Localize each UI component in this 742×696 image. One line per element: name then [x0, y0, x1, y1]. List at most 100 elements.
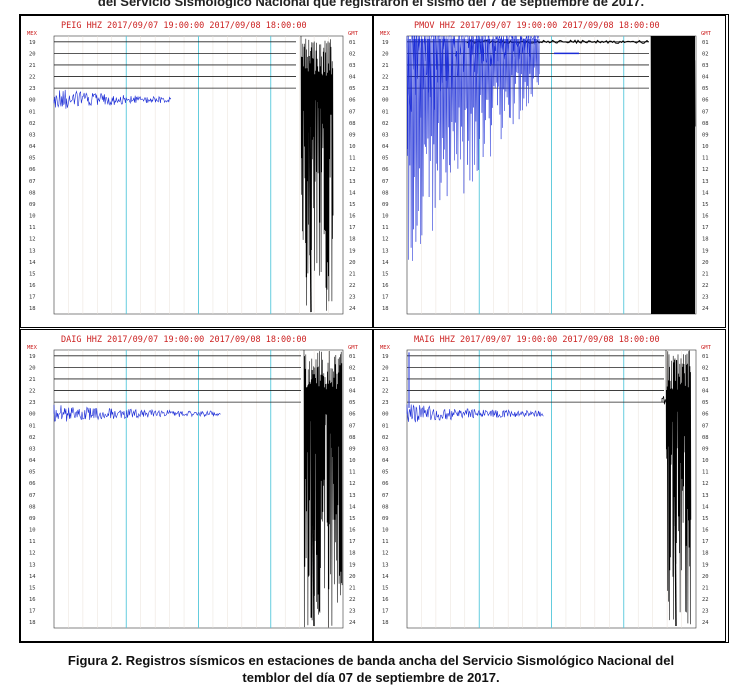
right-axis-header: GMT [701, 31, 712, 37]
hour-label-right: 17 [349, 539, 356, 545]
trace-blue-strong [406, 38, 540, 261]
hour-label-left: 09 [29, 202, 36, 208]
hour-label-left: 11 [29, 225, 36, 231]
hour-label-left: 20 [29, 365, 36, 371]
hour-label-right: 20 [702, 574, 709, 580]
header-fragment: del Servicio Sismológico Nacional que re… [97, 0, 645, 8]
hour-label-left: 01 [29, 423, 36, 429]
hour-label-right: 04 [702, 389, 709, 395]
hour-label-right: 02 [702, 365, 709, 371]
hour-label-right: 17 [702, 225, 709, 231]
hour-label-left: 04 [382, 458, 389, 464]
hour-label-right: 01 [349, 354, 356, 360]
hour-label-right: 14 [349, 190, 356, 196]
figure-frame [19, 14, 729, 643]
hour-label-left: 07 [382, 493, 389, 499]
seismogram-title: DAIG HHZ 2017/09/07 19:00:00 2017/09/08 … [61, 335, 307, 345]
hour-label-left: 01 [29, 109, 36, 115]
hour-label-right: 09 [702, 132, 709, 138]
hour-label-right: 05 [702, 86, 709, 92]
hour-label-left: 07 [382, 179, 389, 185]
right-axis-header: GMT [348, 31, 359, 37]
hour-label-right: 01 [702, 40, 709, 46]
caption-line-2: temblor del día 07 de septiembre de 2017… [242, 670, 500, 685]
hour-label-left: 11 [382, 539, 389, 545]
hour-label-left: 00 [382, 98, 389, 104]
seismogram-svg: PMOV HHZ 2017/09/07 19:00:00 2017/09/08 … [380, 21, 712, 315]
hour-label-left: 12 [382, 237, 389, 243]
seismogram-title: MAIG HHZ 2017/09/07 19:00:00 2017/09/08 … [414, 335, 660, 345]
hour-label-left: 05 [382, 156, 389, 162]
hour-label-left: 15 [382, 271, 389, 277]
hour-label-right: 06 [349, 412, 356, 418]
trace-black [300, 36, 334, 313]
hour-label-right: 02 [349, 365, 356, 371]
hour-label-left: 20 [382, 365, 389, 371]
hour-label-right: 21 [349, 585, 356, 591]
hour-label-left: 03 [382, 446, 389, 452]
hour-label-left: 21 [29, 377, 36, 383]
hour-label-left: 06 [382, 481, 389, 487]
hour-label-right: 18 [349, 237, 356, 243]
seismogram-panel-pmov: PMOV HHZ 2017/09/07 19:00:00 2017/09/08 … [373, 15, 726, 328]
hour-label-right: 14 [702, 504, 709, 510]
hour-label-right: 07 [702, 423, 709, 429]
hour-label-left: 02 [382, 121, 389, 127]
hour-label-right: 06 [702, 98, 709, 104]
hour-label-right: 11 [702, 470, 709, 476]
hour-label-left: 19 [382, 354, 389, 360]
hour-label-left: 20 [382, 51, 389, 57]
hour-label-left: 06 [29, 167, 36, 173]
hour-label-left: 14 [29, 260, 36, 266]
hour-label-right: 09 [349, 446, 356, 452]
hour-label-left: 01 [382, 423, 389, 429]
hour-label-right: 17 [349, 225, 356, 231]
trace-black-tail [308, 55, 312, 313]
hour-label-left: 06 [382, 167, 389, 173]
hour-label-right: 19 [702, 248, 709, 254]
hour-label-right: 03 [702, 377, 709, 383]
seismogram-svg: DAIG HHZ 2017/09/07 19:00:00 2017/09/08 … [27, 335, 359, 629]
hour-label-left: 19 [29, 354, 36, 360]
hour-label-right: 08 [702, 435, 709, 441]
hour-label-left: 22 [29, 389, 36, 395]
hour-label-right: 21 [349, 271, 356, 277]
hour-label-left: 17 [29, 609, 36, 615]
hour-label-right: 14 [702, 190, 709, 196]
hour-label-right: 12 [702, 167, 709, 173]
hour-label-left: 13 [29, 562, 36, 568]
hour-label-left: 14 [29, 574, 36, 580]
hour-label-left: 04 [29, 458, 36, 464]
right-axis-header: GMT [701, 345, 712, 351]
hour-label-right: 24 [702, 620, 709, 626]
hour-label-right: 12 [702, 481, 709, 487]
hour-label-right: 08 [349, 435, 356, 441]
hour-label-right: 13 [702, 493, 709, 499]
hour-label-right: 10 [349, 458, 356, 464]
hour-label-right: 19 [702, 562, 709, 568]
hour-label-right: 22 [702, 597, 709, 603]
hour-label-right: 23 [702, 609, 709, 615]
hour-label-right: 20 [349, 260, 356, 266]
hour-label-left: 18 [382, 620, 389, 626]
hour-label-right: 24 [702, 306, 709, 312]
hour-label-left: 14 [382, 260, 389, 266]
hour-label-right: 01 [349, 40, 356, 46]
left-axis-header: MEX [27, 345, 38, 351]
hour-label-right: 24 [349, 620, 356, 626]
hour-label-left: 15 [29, 271, 36, 277]
hour-label-right: 06 [702, 412, 709, 418]
hour-label-left: 07 [29, 493, 36, 499]
hour-label-right: 05 [349, 400, 356, 406]
hour-label-right: 13 [349, 179, 356, 185]
hour-label-left: 17 [29, 295, 36, 301]
hour-label-right: 16 [349, 214, 356, 220]
hour-label-right: 04 [349, 389, 356, 395]
hour-label-left: 04 [29, 144, 36, 150]
hour-label-left: 13 [382, 248, 389, 254]
hour-label-left: 23 [382, 86, 389, 92]
hour-label-left: 00 [29, 98, 36, 104]
hour-label-left: 03 [382, 132, 389, 138]
hour-label-left: 17 [382, 609, 389, 615]
hour-label-left: 08 [29, 504, 36, 510]
